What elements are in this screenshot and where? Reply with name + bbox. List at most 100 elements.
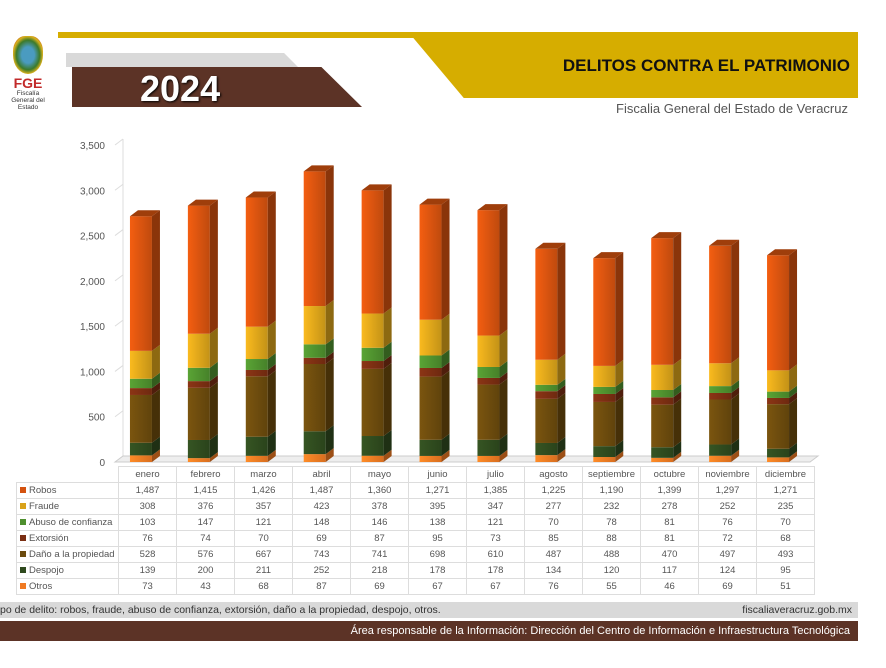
data-label: 95	[408, 530, 467, 547]
data-label: 103	[118, 514, 177, 531]
data-label: 610	[466, 546, 525, 563]
bar-segment-otros	[303, 448, 334, 462]
data-label: 178	[466, 562, 525, 579]
website-link[interactable]: fiscaliaveracruz.gob.mx	[742, 604, 852, 616]
gridline	[114, 365, 124, 372]
title-banner	[410, 34, 858, 98]
data-label: 95	[756, 562, 815, 579]
data-label: 55	[582, 578, 641, 595]
bar-segment-fraude	[419, 313, 450, 356]
data-label: 576	[176, 546, 235, 563]
bar-segment-fraude	[245, 320, 276, 360]
data-label: 76	[118, 530, 177, 547]
gridline	[114, 274, 124, 282]
y-tick-label: 1,500	[80, 322, 105, 333]
data-label: 73	[118, 578, 177, 595]
legend-label: Robos	[29, 485, 57, 496]
data-label: 218	[350, 562, 409, 579]
bar-segment-despojo	[477, 433, 508, 456]
data-label: 76	[698, 514, 757, 531]
bar-segment-daño-a-la-propiedad	[535, 392, 566, 443]
legend-entry: Robos	[16, 482, 119, 499]
data-label: 124	[698, 562, 757, 579]
bar-segment-abuso-de-confianza	[419, 349, 450, 368]
x-category-label: febrero	[176, 466, 235, 483]
bar-segment-otros	[477, 449, 508, 462]
x-category-label: septiembre	[582, 466, 641, 483]
data-label: 70	[524, 514, 583, 531]
bar-segment-abuso-de-confianza	[593, 380, 624, 394]
data-label: 277	[524, 498, 583, 515]
gridline	[114, 410, 124, 418]
y-tick-label: 3,000	[80, 186, 105, 197]
x-category-label: abril	[292, 466, 351, 483]
bar-segment-despojo	[651, 441, 682, 458]
legend-swatch-icon	[20, 503, 26, 509]
data-label: 87	[292, 578, 351, 595]
bar-segment-fraude	[129, 344, 160, 379]
bar-segment-fraude	[651, 358, 682, 390]
bar-segment-despojo	[245, 430, 276, 456]
bar-segment-otros	[419, 449, 450, 462]
legend-entry: Abuso de confianza	[16, 514, 119, 531]
bar-segment-robos	[361, 184, 392, 314]
data-label: 81	[640, 514, 699, 531]
bar-segment-extorsión	[245, 363, 276, 377]
legend-label: Fraude	[29, 501, 60, 512]
bar-segment-extorsión	[767, 391, 798, 405]
data-label: 76	[524, 578, 583, 595]
page-title: DELITOS CONTRA EL PATRIMONIO	[562, 56, 850, 75]
x-category-label: agosto	[524, 466, 583, 483]
page-subtitle: Fiscalia General del Estado de Veracruz	[616, 101, 848, 116]
data-label: 235	[756, 498, 815, 515]
data-label: 395	[408, 498, 467, 515]
bar-segment-abuso-de-confianza	[303, 338, 334, 358]
bar-segment-extorsión	[477, 371, 508, 385]
bar-segment-abuso-de-confianza	[361, 341, 392, 362]
bar-segment-robos	[419, 198, 450, 320]
x-category-label: junio	[408, 466, 467, 483]
y-tick-label: 1,000	[80, 367, 105, 378]
data-label: 120	[582, 562, 641, 579]
data-label: 376	[176, 498, 235, 515]
data-label: 211	[234, 562, 293, 579]
legend-entry: Fraude	[16, 498, 119, 515]
table-corner	[17, 467, 119, 483]
legend-entry: Extorsión	[16, 530, 119, 547]
bar-segment-abuso-de-confianza	[477, 360, 508, 378]
fge-logo: FGE Fiscalía General del Estado	[6, 36, 50, 111]
y-tick-label: 2,000	[80, 277, 105, 288]
data-label: 200	[176, 562, 235, 579]
footer-note-bar: po de delito: robos, fraude, abuso de co…	[0, 602, 858, 618]
bar-segment-extorsión	[419, 361, 450, 377]
bar-segment-fraude	[303, 300, 334, 345]
bar-segment-abuso-de-confianza	[535, 378, 566, 392]
data-label: 1,225	[524, 482, 583, 499]
bar-segment-otros	[767, 451, 798, 462]
data-label: 178	[408, 562, 467, 579]
data-label: 1,487	[292, 482, 351, 499]
legend-swatch-icon	[20, 487, 26, 493]
data-label: 667	[234, 546, 293, 563]
bar-segment-daño-a-la-propiedad	[303, 358, 334, 432]
data-label: 72	[698, 530, 757, 547]
bar-segment-otros	[361, 449, 392, 462]
y-tick-label: 3,500	[80, 141, 105, 152]
y-tick-label: 2,500	[80, 232, 105, 243]
bar-segment-otros	[651, 451, 682, 462]
bar-segment-abuso-de-confianza	[709, 380, 740, 393]
data-label: 78	[582, 514, 641, 531]
x-category-label: noviembre	[698, 466, 757, 483]
bar-segment-robos	[303, 165, 334, 307]
bar-segment-fraude	[767, 364, 798, 392]
gridline	[114, 229, 124, 236]
bar-segment-otros	[593, 451, 624, 462]
data-label: 497	[698, 546, 757, 563]
bar-segment-daño-a-la-propiedad	[767, 398, 798, 449]
data-label: 81	[640, 530, 699, 547]
y-tick-label: 0	[99, 458, 105, 469]
bar-segment-extorsión	[535, 385, 566, 399]
logo-text: FGE	[13, 75, 43, 91]
bar-segment-fraude	[477, 329, 508, 367]
bar-segment-robos	[245, 191, 276, 327]
